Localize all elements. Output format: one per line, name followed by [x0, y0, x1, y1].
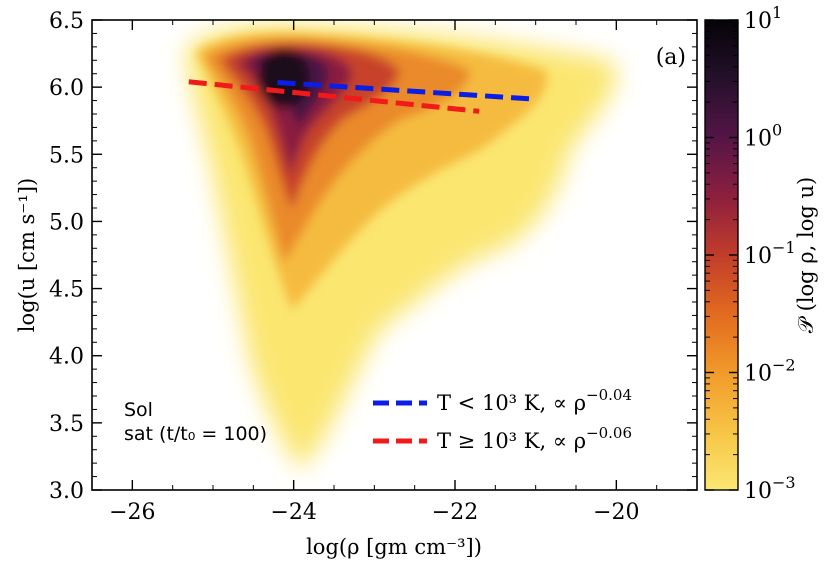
- colorbar-ticks: 10−3 10−2 10−1 100 101: [705, 3, 796, 504]
- colorbar-tick-label: 101: [744, 3, 782, 34]
- colorbar-label: 𝒫 (log ρ, log u): [794, 177, 818, 333]
- x-tick-label: −22: [432, 500, 478, 525]
- annotation-line-2: sat (t/t₀ = 100): [124, 423, 267, 445]
- x-axis: −26 −24 −22 −20: [91, 20, 698, 525]
- run-annotation: Sol sat (t/t₀ = 100): [124, 399, 267, 445]
- legend: T < 10³ K, ∝ ρ−0.04 T ≥ 10³ K, ∝ ρ−0.06: [373, 386, 632, 453]
- density-peak: [258, 48, 310, 108]
- legend-label-1-exp: −0.04: [586, 386, 632, 404]
- x-tick-label: −26: [109, 500, 155, 525]
- y-axis-label: log(u [cm s⁻¹]): [15, 178, 39, 332]
- legend-label-2-exp: −0.06: [586, 424, 632, 442]
- plot-frame: [91, 19, 698, 491]
- x-axis-label: log(ρ [gm cm⁻³]): [306, 535, 482, 559]
- y-tick-label: 3.5: [49, 412, 84, 437]
- density-heatmap: [186, 24, 617, 470]
- fit-line-blue: [277, 79, 536, 102]
- colorbar-tick-label: 10−3: [744, 473, 796, 504]
- fit-lines: [188, 79, 536, 114]
- x-tick-label: −20: [593, 500, 639, 525]
- colorbar-tick-label: 10−1: [744, 238, 796, 269]
- y-axis: 3.0 3.5 4.0 4.5 5.0 5.5 6.0 6.5: [49, 9, 697, 504]
- y-tick-label: 5.0: [49, 210, 84, 235]
- legend-label-1-main: T < 10³ K, ∝ ρ: [437, 391, 586, 415]
- legend-label-1: T < 10³ K, ∝ ρ−0.04: [437, 386, 632, 415]
- colorbar-tick-label: 10−2: [744, 356, 796, 387]
- y-tick-label: 4.5: [49, 278, 84, 303]
- fit-line-red: [188, 79, 480, 114]
- y-tick-label: 4.0: [49, 345, 84, 370]
- legend-label-2-main: T ≥ 10³ K, ∝ ρ: [437, 429, 586, 453]
- annotation-line-1: Sol: [124, 399, 153, 421]
- y-tick-label: 6.0: [49, 76, 84, 101]
- x-tick-label: −24: [270, 500, 316, 525]
- colorbar-tick-label: 100: [744, 121, 782, 152]
- legend-label-2: T ≥ 10³ K, ∝ ρ−0.06: [437, 424, 632, 453]
- y-tick-label: 6.5: [49, 9, 84, 34]
- colorbar: 10−3 10−2 10−1 100 101 𝒫 (log ρ, log u): [704, 3, 818, 504]
- y-tick-label: 3.0: [49, 479, 84, 504]
- y-tick-label: 5.5: [49, 143, 84, 168]
- panel-label: (a): [656, 45, 686, 70]
